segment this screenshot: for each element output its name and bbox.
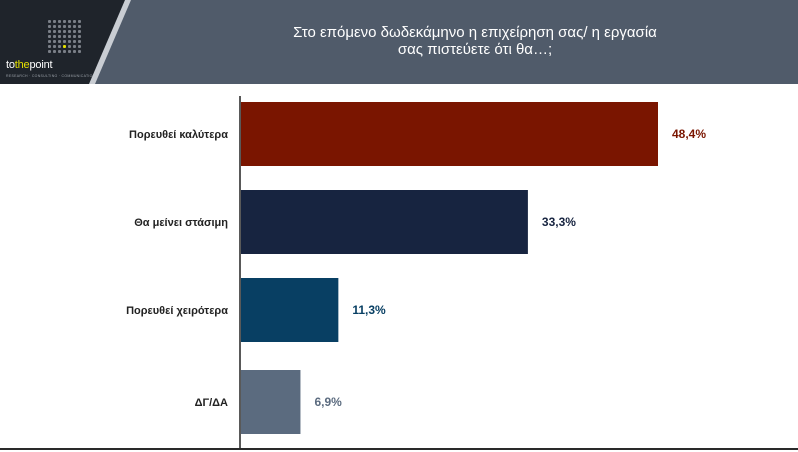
value-label: 48,4%	[672, 127, 706, 141]
logo-dot	[58, 40, 61, 43]
logo-dot	[73, 30, 76, 33]
logo-dot	[58, 20, 61, 23]
logo-dot	[48, 30, 51, 33]
category-label: ΔΓ/ΔΑ	[195, 397, 228, 409]
bar	[241, 278, 339, 342]
logo-dot	[78, 50, 81, 53]
logo-dot	[48, 25, 51, 28]
logo-dot	[73, 40, 76, 43]
logo-dot	[78, 20, 81, 23]
logo-dot	[53, 40, 56, 43]
header-bar: tothepoint RESEARCH · CONSULTING · COMMU…	[0, 0, 798, 84]
logo-dot	[73, 50, 76, 53]
logo-dot	[68, 20, 71, 23]
value-label: 6,9%	[314, 395, 342, 409]
logo-dot	[63, 50, 66, 53]
logo-dot	[53, 25, 56, 28]
logo-dot-grid-icon	[48, 20, 82, 54]
bar	[241, 370, 301, 434]
footer-rule	[0, 448, 798, 450]
value-label: 33,3%	[542, 215, 576, 229]
bar	[241, 102, 658, 166]
logo-dot	[48, 35, 51, 38]
logo-dot	[78, 25, 81, 28]
logo-dot	[63, 40, 66, 43]
bar-chart: Πορευθεί καλύτερα 48,4% Θα μείνει στάσιμη 3…	[126, 96, 706, 448]
chart-title: Στο επόμενο δωδεκάμηνο η επιχείρηση σας/…	[293, 24, 657, 58]
logo-dot	[48, 40, 51, 43]
logo-dot	[68, 40, 71, 43]
logo-dot	[73, 45, 76, 48]
category-label: Πορευθεί χειρότερα	[126, 305, 228, 317]
logo-wordmark: tothepoint	[6, 59, 53, 71]
logo-dot	[58, 25, 61, 28]
bar	[241, 190, 528, 254]
logo-dot	[68, 25, 71, 28]
logo-dot	[68, 30, 71, 33]
logo-dot	[68, 35, 71, 38]
logo-panel: tothepoint RESEARCH · CONSULTING · COMMU…	[0, 0, 128, 84]
logo-dot	[48, 50, 51, 53]
logo-dot	[53, 35, 56, 38]
logo-dot	[48, 45, 51, 48]
logo-dot	[68, 45, 71, 48]
logo-dot	[78, 35, 81, 38]
logo-dot	[73, 20, 76, 23]
logo-dot	[53, 30, 56, 33]
logo-dot	[58, 50, 61, 53]
logo-dot	[48, 20, 51, 23]
logo-tagline: RESEARCH · CONSULTING · COMMUNICATION	[6, 74, 96, 78]
logo-dot	[63, 25, 66, 28]
logo-dot	[58, 30, 61, 33]
logo-dot	[63, 20, 66, 23]
logo-dot	[53, 45, 56, 48]
logo-dot	[78, 30, 81, 33]
logo-dot	[53, 50, 56, 53]
category-label: Θα μείνει στάσιμη	[134, 217, 228, 229]
logo-dot	[58, 45, 61, 48]
logo-dot	[63, 45, 66, 48]
logo-dot	[73, 35, 76, 38]
logo-dot	[63, 30, 66, 33]
logo-dot	[78, 45, 81, 48]
value-label: 11,3%	[352, 303, 386, 317]
logo-dot	[73, 25, 76, 28]
logo-dot	[58, 35, 61, 38]
logo-dot	[78, 40, 81, 43]
logo-dot	[53, 20, 56, 23]
category-label: Πορευθεί καλύτερα	[129, 129, 228, 141]
logo-dot	[63, 35, 66, 38]
logo-dot	[68, 50, 71, 53]
